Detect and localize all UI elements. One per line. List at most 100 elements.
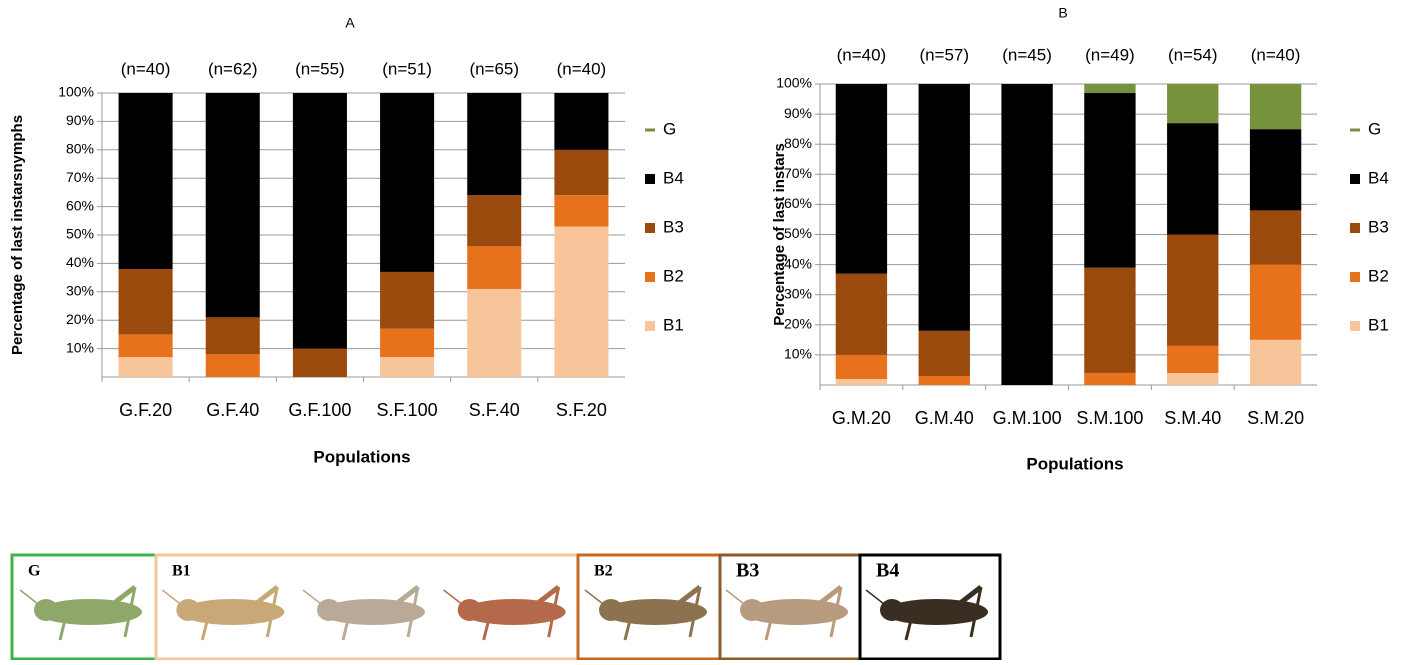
x-tick-label: G.M.40 (915, 408, 974, 428)
chart-title: B (1058, 5, 1067, 21)
y-tick-label: 30% (784, 285, 812, 301)
bar-segment (1249, 339, 1302, 385)
legend-label: B3 (1368, 217, 1389, 236)
grasshopper-head (740, 599, 764, 621)
bar-segment (918, 330, 970, 376)
grasshopper-antenna (584, 589, 604, 605)
x-tick-label: S.F.20 (556, 400, 607, 420)
specimen-label: B1 (172, 563, 191, 580)
x-tick-label: G.F.40 (206, 400, 259, 420)
bar-segment (1001, 84, 1053, 385)
specimen-label: G (28, 563, 41, 580)
y-tick-label: 90% (784, 105, 812, 121)
legend-swatch (1350, 272, 1360, 282)
grasshopper-body (321, 599, 425, 625)
grasshopper-head (176, 599, 201, 621)
grasshopper-antenna (725, 589, 745, 605)
grasshopper-leg (944, 585, 983, 616)
grasshopper-head (34, 599, 58, 621)
bar-segment (118, 334, 173, 358)
grasshopper-antenna (161, 589, 181, 605)
grasshopper-leg (688, 586, 702, 638)
bar-segment (554, 149, 609, 196)
specimen-label: B4 (876, 560, 899, 582)
x-tick-label: S.M.40 (1164, 408, 1221, 428)
grasshopper-antenna (19, 589, 39, 605)
grasshopper-leg (663, 585, 702, 616)
y-axis-title: Percentage of last instarsnymphs (9, 115, 26, 355)
bar-segment (1249, 129, 1302, 211)
grasshopper-leg (240, 585, 279, 616)
y-tick-label: 50% (784, 225, 812, 241)
grasshopper-body (744, 599, 848, 625)
y-tick-label: 40% (66, 254, 94, 270)
n-label: (n=55) (295, 59, 345, 78)
x-tick-label: G.M.100 (993, 408, 1062, 428)
bar-segment (1167, 345, 1219, 373)
bar-segment (118, 93, 173, 270)
grasshopper-body (461, 599, 566, 625)
legend-swatch (645, 272, 655, 282)
n-label: (n=65) (469, 59, 519, 78)
bar-segment (380, 271, 435, 329)
n-label: (n=40) (837, 45, 887, 64)
bar-segment (205, 317, 260, 355)
legend-label: B2 (1368, 266, 1389, 285)
bar-segment (292, 348, 347, 377)
bar-segment (118, 269, 173, 335)
y-tick-label: 20% (784, 316, 812, 332)
bar-segment (554, 195, 609, 227)
x-tick-label: S.F.40 (469, 400, 520, 420)
grasshopper-leg (522, 585, 561, 616)
legend-label: B4 (663, 168, 684, 187)
n-label: (n=54) (1168, 45, 1218, 64)
x-tick-label: S.M.20 (1247, 408, 1304, 428)
grasshopper-leg (764, 619, 773, 641)
bar-segment (1167, 372, 1219, 385)
y-tick-label: 30% (66, 283, 94, 299)
legend-label: B3 (663, 217, 684, 236)
n-label: (n=49) (1085, 45, 1135, 64)
grasshopper-leg (200, 619, 209, 641)
bar-segment (554, 226, 609, 377)
grasshopper-leg (341, 619, 350, 641)
grasshopper-leg (482, 619, 491, 641)
grasshopper-body (884, 599, 988, 625)
grasshopper-leg (904, 619, 913, 641)
grasshopper-leg (829, 586, 843, 638)
y-tick-label: 90% (66, 112, 94, 128)
legend-swatch (645, 128, 655, 132)
n-label: (n=51) (382, 59, 432, 78)
grasshopper-leg (58, 619, 67, 641)
n-label: (n=62) (208, 59, 258, 78)
grasshopper-leg (969, 586, 983, 638)
y-tick-label: 60% (66, 197, 94, 213)
bar-segment (292, 93, 347, 349)
legend-label: G (1368, 119, 1381, 138)
n-label: (n=40) (1251, 45, 1301, 64)
y-tick-label: 50% (66, 226, 94, 242)
bar-segment (380, 357, 435, 377)
bar-segment (554, 93, 609, 150)
bar-segment (1249, 84, 1302, 130)
x-tick-label: G.M.20 (832, 408, 891, 428)
grasshopper-leg (98, 585, 137, 616)
grasshopper-antenna (443, 589, 463, 605)
bar-segment (1249, 210, 1302, 265)
bar-segment (1249, 264, 1302, 340)
grasshopper-head (457, 599, 482, 621)
grasshopper-antenna (865, 589, 885, 605)
y-tick-label: 100% (776, 75, 812, 91)
legend-swatch (645, 321, 655, 331)
bar-segment (835, 378, 888, 385)
bar-segment (467, 246, 522, 289)
x-tick-label: G.F.20 (119, 400, 172, 420)
y-axis-title: Percentage of last instars (771, 143, 788, 326)
grasshopper-head (317, 599, 341, 621)
bar-segment (835, 84, 888, 274)
bar-segment (205, 354, 260, 377)
bar-segment (1084, 372, 1136, 385)
grasshopper-leg (804, 585, 843, 616)
y-tick-label: 40% (784, 255, 812, 271)
